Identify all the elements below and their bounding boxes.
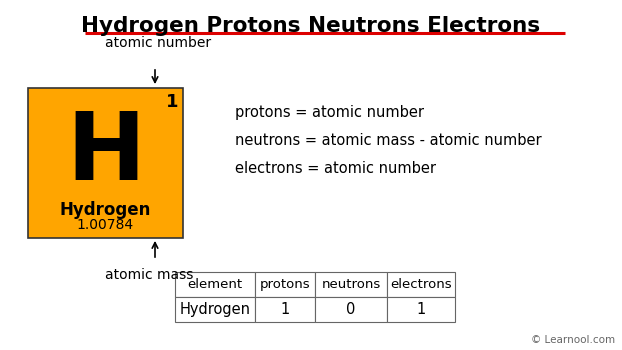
Text: protons = atomic number: protons = atomic number xyxy=(235,105,424,120)
Text: © Learnool.com: © Learnool.com xyxy=(531,335,615,345)
Bar xyxy=(28,88,183,238)
Text: neutrons: neutrons xyxy=(322,278,381,291)
Text: neutrons = atomic mass - atomic number: neutrons = atomic mass - atomic number xyxy=(235,133,542,148)
Bar xyxy=(387,272,455,297)
Text: 1: 1 xyxy=(281,302,290,317)
Bar xyxy=(175,272,255,297)
Text: H: H xyxy=(66,108,145,200)
Bar xyxy=(255,297,315,322)
Bar xyxy=(315,297,387,322)
Text: protons: protons xyxy=(260,278,310,291)
Text: electrons = atomic number: electrons = atomic number xyxy=(235,161,436,176)
Text: 1.00784: 1.00784 xyxy=(77,218,134,232)
Bar xyxy=(315,272,387,297)
Text: 0: 0 xyxy=(346,302,356,317)
Text: Hydrogen Protons Neutrons Electrons: Hydrogen Protons Neutrons Electrons xyxy=(81,16,541,36)
Bar xyxy=(387,297,455,322)
Text: element: element xyxy=(187,278,243,291)
Text: atomic mass: atomic mass xyxy=(105,268,193,282)
Text: atomic number: atomic number xyxy=(105,36,211,50)
Text: 1: 1 xyxy=(165,93,178,111)
Text: Hydrogen: Hydrogen xyxy=(60,201,151,219)
Bar xyxy=(175,297,255,322)
Text: Hydrogen: Hydrogen xyxy=(180,302,251,317)
Bar xyxy=(255,272,315,297)
Text: 1: 1 xyxy=(416,302,425,317)
Text: electrons: electrons xyxy=(390,278,452,291)
